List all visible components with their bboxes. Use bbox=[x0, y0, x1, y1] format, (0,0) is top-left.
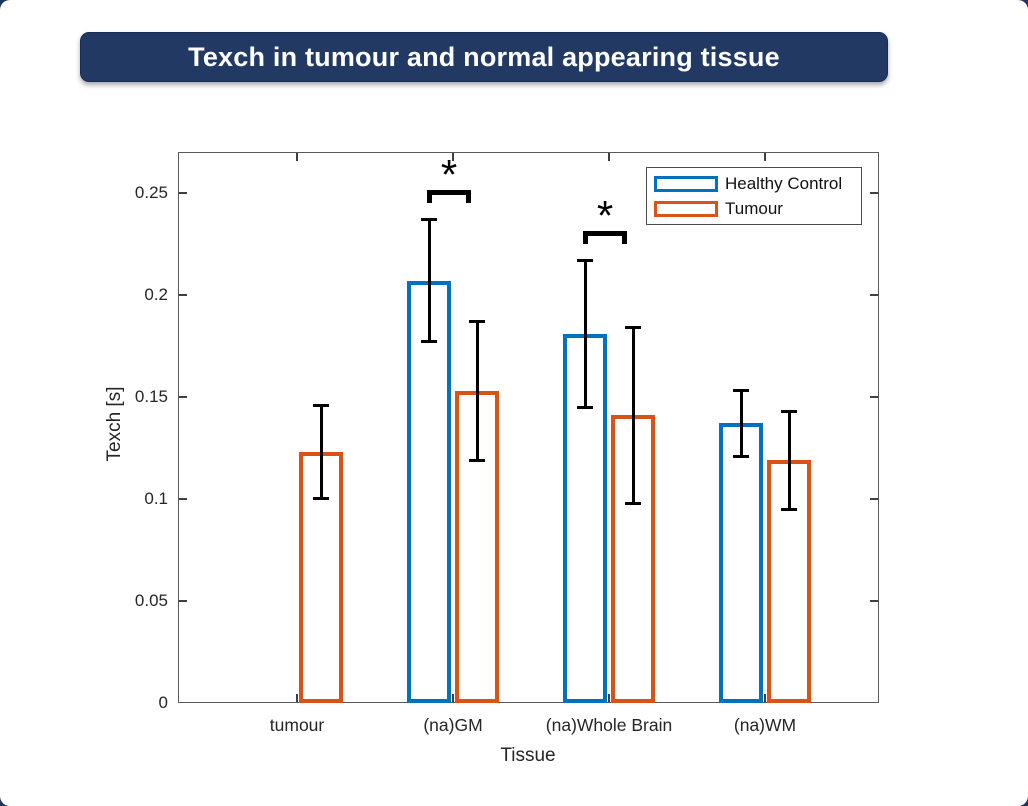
y-tick-label: 0.25 bbox=[134, 182, 168, 202]
legend: Healthy Control Tumour bbox=[646, 167, 862, 225]
significance-bracket-end bbox=[427, 190, 432, 204]
error-bar-cap-top bbox=[625, 326, 641, 329]
y-tick-right bbox=[870, 293, 878, 296]
error-bar-cap-top bbox=[421, 217, 437, 221]
legend-swatch bbox=[654, 200, 718, 217]
error-bar-cap-top bbox=[313, 403, 329, 407]
error-bar-line bbox=[583, 260, 587, 408]
x-tick-bottom bbox=[452, 694, 454, 702]
error-bar-line bbox=[631, 327, 635, 503]
significance-bracket-end bbox=[583, 231, 588, 245]
error-bar-line bbox=[739, 390, 743, 457]
y-tick-label: 0.1 bbox=[144, 488, 168, 508]
bar-healthy-control bbox=[719, 423, 763, 703]
significance-bracket-end bbox=[466, 190, 471, 204]
x-tick-top bbox=[764, 153, 766, 161]
legend-label: Tumour bbox=[725, 198, 783, 218]
error-bar-cap-top bbox=[577, 258, 593, 262]
significance-bracket bbox=[583, 231, 627, 237]
y-tick-label: 0.15 bbox=[134, 386, 168, 406]
error-bar-cap-bottom bbox=[781, 507, 797, 511]
significance-star: * bbox=[596, 192, 614, 240]
y-tick-right bbox=[870, 395, 878, 398]
legend-item-healthy-control: Healthy Control bbox=[654, 173, 861, 195]
x-tick-bottom bbox=[764, 694, 766, 702]
error-bar-line bbox=[787, 411, 791, 510]
y-tick-left bbox=[179, 191, 187, 194]
error-bar-cap-bottom bbox=[625, 501, 641, 505]
error-bar-line bbox=[427, 219, 431, 342]
x-tick-top bbox=[608, 153, 610, 161]
figure-title: Texch in tumour and normal appearing tis… bbox=[188, 41, 780, 72]
error-bar-line bbox=[475, 321, 479, 461]
legend-label: Healthy Control bbox=[725, 173, 843, 193]
x-tick-label: (na)GM bbox=[423, 715, 483, 735]
y-tick-right bbox=[870, 497, 878, 500]
y-tick-label: 0.05 bbox=[134, 590, 168, 610]
y-tick-left bbox=[179, 599, 187, 602]
title-banner: Texch in tumour and normal appearing tis… bbox=[80, 32, 888, 82]
y-tick-label: 0.2 bbox=[144, 284, 168, 304]
y-axis-label: Texch [s] bbox=[104, 386, 125, 462]
significance-bracket bbox=[427, 190, 471, 196]
significance-bracket-end bbox=[622, 231, 627, 245]
y-tick-right bbox=[870, 599, 878, 602]
legend-swatch bbox=[654, 175, 718, 192]
x-tick-bottom bbox=[608, 694, 610, 702]
error-bar-cap-bottom bbox=[733, 454, 749, 458]
bar-healthy-control bbox=[407, 280, 451, 703]
error-bar-cap-top bbox=[733, 389, 749, 393]
x-tick-label: (na)Whole Brain bbox=[545, 715, 673, 735]
error-bar-cap-bottom bbox=[577, 405, 593, 409]
legend-item-tumour: Tumour bbox=[654, 198, 861, 220]
y-tick-left bbox=[179, 395, 187, 398]
y-tick-right bbox=[870, 191, 878, 194]
y-tick-left bbox=[179, 293, 187, 296]
x-tick-bottom bbox=[296, 694, 298, 702]
x-axis-label: Tissue bbox=[500, 745, 556, 766]
y-tick-label: 0 bbox=[158, 693, 168, 712]
x-tick-top bbox=[296, 153, 298, 161]
significance-star: * bbox=[440, 151, 458, 199]
error-bar-cap-bottom bbox=[313, 497, 329, 501]
x-tick-top bbox=[452, 153, 454, 161]
y-tick-left bbox=[179, 497, 187, 500]
x-tick-label: (na)WM bbox=[733, 715, 797, 735]
error-bar-line bbox=[319, 405, 323, 499]
x-tick-label: tumour bbox=[269, 715, 325, 735]
error-bar-cap-bottom bbox=[421, 340, 437, 344]
error-bar-cap-top bbox=[469, 319, 485, 323]
error-bar-cap-bottom bbox=[469, 458, 485, 462]
error-bar-cap-top bbox=[781, 409, 797, 413]
